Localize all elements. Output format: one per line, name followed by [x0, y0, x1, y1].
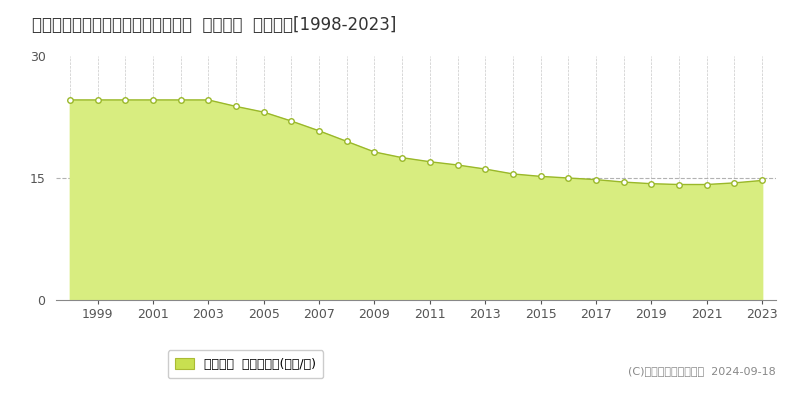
- Text: (C)土地価格ドットコム  2024-09-18: (C)土地価格ドットコム 2024-09-18: [628, 366, 776, 376]
- Text: 青森県八戸市高州２丁目５３番５外  公示地価  地価推移[1998-2023]: 青森県八戸市高州２丁目５３番５外 公示地価 地価推移[1998-2023]: [32, 16, 396, 34]
- Legend: 公示地価  平均坪単価(万円/坪): 公示地価 平均坪単価(万円/坪): [168, 350, 323, 378]
